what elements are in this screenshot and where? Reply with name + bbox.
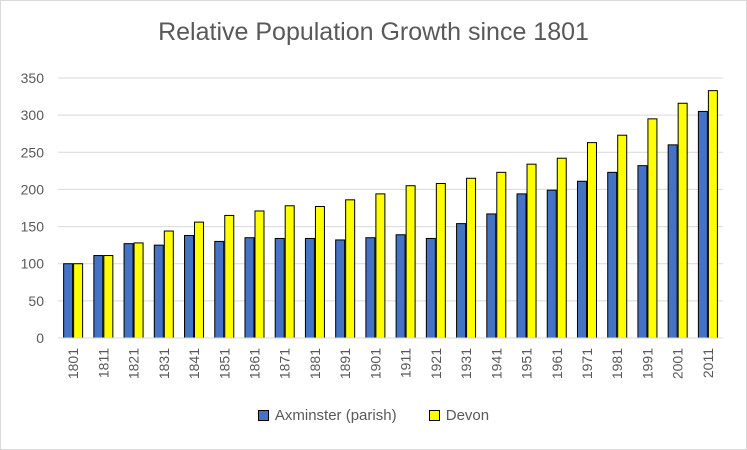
x-tick-label: 1851 [216,348,232,379]
x-tick-label: 1941 [488,348,504,379]
bar-devon-1971 [586,142,597,339]
bar-devon-1941 [496,171,507,339]
legend-label-axminster: Axminster (parish) [274,407,397,424]
legend: Axminster (parish) Devon [0,407,747,425]
x-tick-label: 2001 [670,348,686,379]
bar-devon-1931 [466,177,477,339]
y-tick-label: 100 [21,256,45,272]
bar-axminster-1951 [516,193,527,339]
y-tick-label: 300 [21,107,45,123]
x-tick-label: 1911 [398,348,414,378]
y-tick-label: 50 [28,293,44,309]
bar-axminster-2001 [667,144,678,339]
x-tick-label: 1901 [367,348,383,379]
bar-axminster-1891 [335,239,346,339]
y-tick-label: 350 [21,70,45,86]
bar-axminster-1931 [456,223,467,339]
bar-devon-1831 [163,230,174,339]
bar-devon-1891 [345,199,356,339]
y-tick-label: 250 [21,144,45,160]
y-tick-label: 200 [21,181,45,197]
x-tick-label: 1801 [65,348,81,379]
bar-devon-1961 [556,157,567,339]
bar-axminster-1821 [123,243,134,339]
bar-devon-2011 [707,90,718,339]
bar-devon-1861 [254,210,265,339]
bar-devon-1801 [73,263,84,339]
bar-devon-1901 [375,193,386,339]
bar-axminster-1811 [93,255,104,339]
x-tick-label: 1841 [186,348,202,379]
bar-devon-1981 [617,134,628,339]
x-tick-label: 1961 [549,348,565,379]
bar-devon-1871 [284,205,295,339]
bar-devon-1991 [647,118,658,339]
bar-axminster-1941 [486,213,497,339]
bar-devon-1951 [526,163,537,339]
bar-axminster-1861 [244,237,255,339]
bar-devon-1841 [194,221,205,339]
bar-devon-1851 [224,214,235,339]
x-tick-label: 1891 [337,348,353,379]
bar-axminster-1911 [395,234,406,339]
bar-axminster-1881 [304,237,315,339]
bars [58,90,723,339]
y-tick-label: 150 [21,219,45,235]
bar-axminster-1841 [184,234,195,339]
bar-axminster-1961 [546,189,557,339]
bar-devon-1911 [405,185,416,339]
legend-swatch-axminster [257,410,269,421]
y-axis-ticks: 0 50 100 150 200 250 300 350 [21,70,45,346]
legend-item-axminster: Axminster (parish) [257,407,397,424]
x-tick-label: 1861 [246,348,262,379]
x-tick-label: 1991 [639,348,655,379]
bar-devon-1811 [103,255,114,339]
bar-devon-1821 [133,242,144,339]
y-tick-label: 0 [36,330,44,346]
bar-devon-2001 [677,102,688,339]
x-tick-label: 1971 [579,348,595,379]
bar-devon-1881 [314,206,325,339]
bar-axminster-1981 [607,171,618,339]
bar-axminster-1901 [365,237,376,339]
bar-axminster-1871 [274,237,285,339]
bar-axminster-1991 [637,165,648,339]
legend-label-devon: Devon [445,407,490,424]
bar-axminster-2011 [697,110,708,339]
x-tick-label: 2011 [700,348,716,378]
bar-axminster-1801 [63,263,74,339]
x-tick-label: 1951 [519,348,535,379]
x-tick-label: 1921 [428,348,444,379]
legend-swatch-devon [428,410,440,421]
bar-axminster-1971 [576,180,587,339]
x-tick-label: 1881 [307,348,323,379]
bar-devon-1921 [435,182,446,339]
bar-axminster-1921 [425,237,436,339]
x-tick-label: 1831 [156,348,172,379]
x-tick-label: 1821 [126,348,142,379]
legend-item-devon: Devon [428,407,490,424]
x-tick-label: 1931 [458,348,474,379]
x-axis-ticks: 1801 1811 1821 1831 1841 1851 1861 1871 1881 1891… [65,348,716,379]
chart-title: Relative Population Growth since 1801 [158,18,589,46]
bar-axminster-1851 [214,240,225,339]
x-tick-label: 1871 [277,348,293,379]
x-tick-label: 1811 [95,348,111,378]
x-tick-label: 1981 [609,348,625,379]
bar-axminster-1831 [153,244,164,339]
